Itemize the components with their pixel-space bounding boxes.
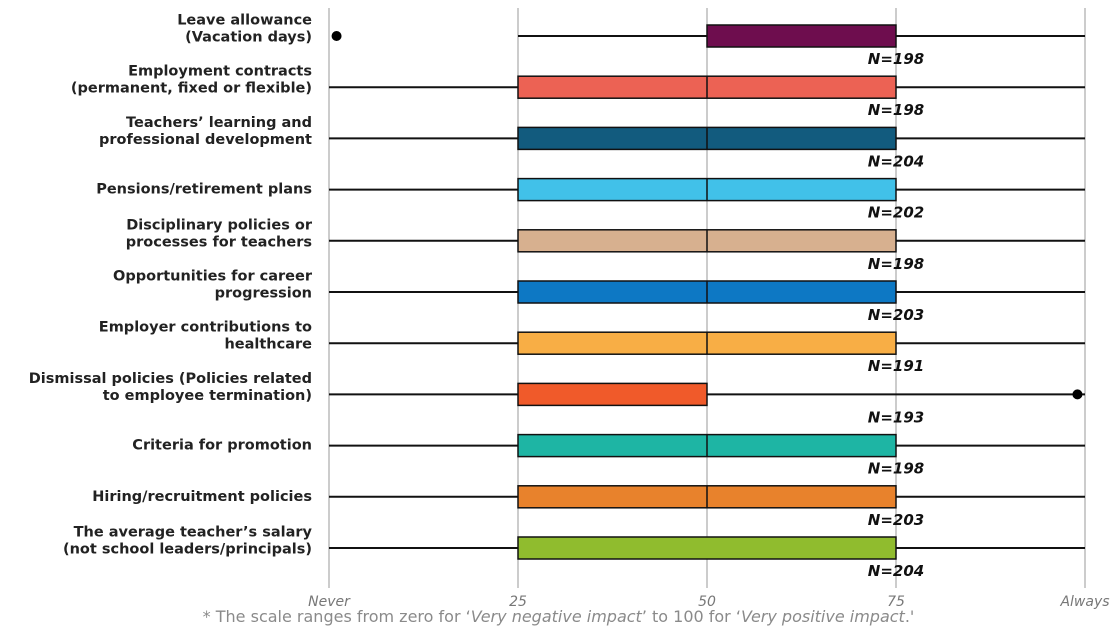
n-label-1: N=198 [868, 101, 924, 119]
n-label-0: N=198 [868, 50, 924, 68]
outlier-7-0 [1072, 389, 1083, 400]
n-label-7: N=193 [868, 408, 924, 426]
category-label-9: Hiring/recruitment policies [92, 489, 312, 505]
box-0 [706, 24, 897, 48]
box-10 [517, 536, 897, 560]
footnote: * The scale ranges from zero for ‘Very n… [0, 607, 1117, 626]
category-label-7: Dismissal policies (Policies related to e… [29, 371, 312, 404]
n-label-9: N=203 [868, 511, 924, 529]
category-label-4: Disciplinary policies or processes for te… [126, 217, 313, 250]
n-label-4: N=198 [868, 255, 924, 273]
n-label-10: N=204 [868, 562, 924, 580]
x-tick-label-2: 50 [698, 594, 716, 610]
category-label-1: Employment contracts (permanent, fixed or… [71, 64, 312, 97]
n-label-2: N=204 [868, 152, 924, 170]
footnote-suffix: .' [904, 607, 915, 626]
footnote-negative: Very negative impact [470, 607, 642, 626]
category-label-6: Employer contributions to healthcare [99, 320, 312, 353]
category-label-2: Teachers’ learning and professional devel… [99, 115, 312, 148]
category-label-3: Pensions/retirement plans [96, 182, 312, 198]
x-tick-label-4: Always [1059, 594, 1109, 610]
footnote-middle: ’ to 100 for ‘ [641, 607, 741, 626]
n-label-3: N=202 [868, 204, 924, 222]
n-label-5: N=203 [868, 306, 924, 324]
footnote-prefix: * The scale ranges from zero for ‘ [202, 607, 471, 626]
x-tick-label-0: Never [308, 594, 351, 610]
category-label-5: Opportunities for career progression [113, 269, 313, 302]
category-label-0: Leave allowance (Vacation days) [177, 13, 312, 46]
category-label-8: Criteria for promotion [132, 438, 312, 454]
category-label-10: The average teacher’s salary (not school … [63, 525, 313, 558]
n-label-6: N=191 [868, 357, 924, 375]
x-tick-label-1: 25 [509, 594, 527, 610]
outlier-0-0 [331, 31, 342, 41]
n-label-8: N=198 [868, 460, 924, 478]
footnote-positive: Very positive impact [740, 607, 905, 626]
x-tick-label-3: 75 [887, 594, 905, 610]
box-7 [517, 382, 708, 407]
